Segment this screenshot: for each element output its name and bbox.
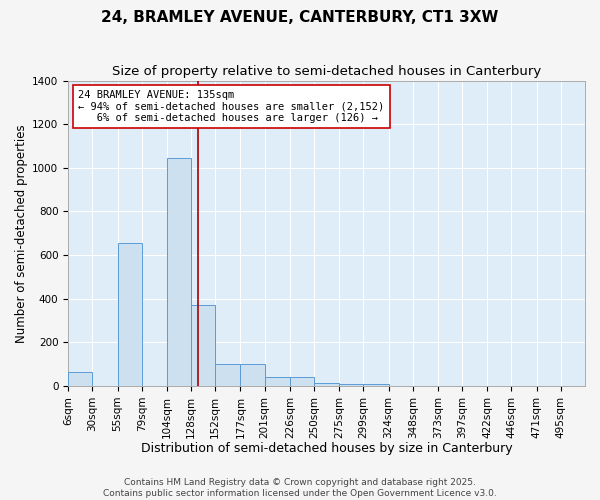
Bar xyxy=(339,384,364,386)
Text: 24, BRAMLEY AVENUE, CANTERBURY, CT1 3XW: 24, BRAMLEY AVENUE, CANTERBURY, CT1 3XW xyxy=(101,10,499,25)
Bar xyxy=(364,384,389,386)
Text: Contains HM Land Registry data © Crown copyright and database right 2025.
Contai: Contains HM Land Registry data © Crown c… xyxy=(103,478,497,498)
Bar xyxy=(68,372,92,386)
Y-axis label: Number of semi-detached properties: Number of semi-detached properties xyxy=(15,124,28,342)
Text: 24 BRAMLEY AVENUE: 135sqm
← 94% of semi-detached houses are smaller (2,152)
   6: 24 BRAMLEY AVENUE: 135sqm ← 94% of semi-… xyxy=(79,90,385,123)
Bar xyxy=(118,243,142,386)
Bar xyxy=(314,384,339,386)
Bar xyxy=(265,378,290,386)
X-axis label: Distribution of semi-detached houses by size in Canterbury: Distribution of semi-detached houses by … xyxy=(141,442,512,455)
Title: Size of property relative to semi-detached houses in Canterbury: Size of property relative to semi-detach… xyxy=(112,65,541,78)
Bar xyxy=(241,364,265,386)
Bar xyxy=(167,158,191,386)
Bar xyxy=(290,378,314,386)
Bar xyxy=(215,364,241,386)
Bar xyxy=(191,306,215,386)
